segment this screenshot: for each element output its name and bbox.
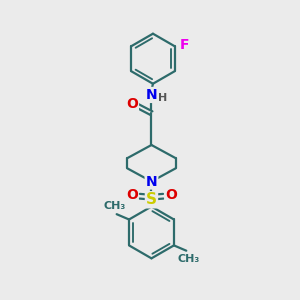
Text: O: O — [126, 98, 138, 111]
Text: CH₃: CH₃ — [178, 254, 200, 264]
Text: F: F — [179, 38, 189, 52]
Text: CH₃: CH₃ — [103, 201, 125, 211]
Text: H: H — [158, 93, 167, 103]
Text: N: N — [146, 88, 157, 102]
Text: N: N — [146, 175, 157, 188]
Text: O: O — [165, 188, 177, 202]
Text: S: S — [146, 192, 157, 207]
Text: O: O — [126, 188, 138, 202]
